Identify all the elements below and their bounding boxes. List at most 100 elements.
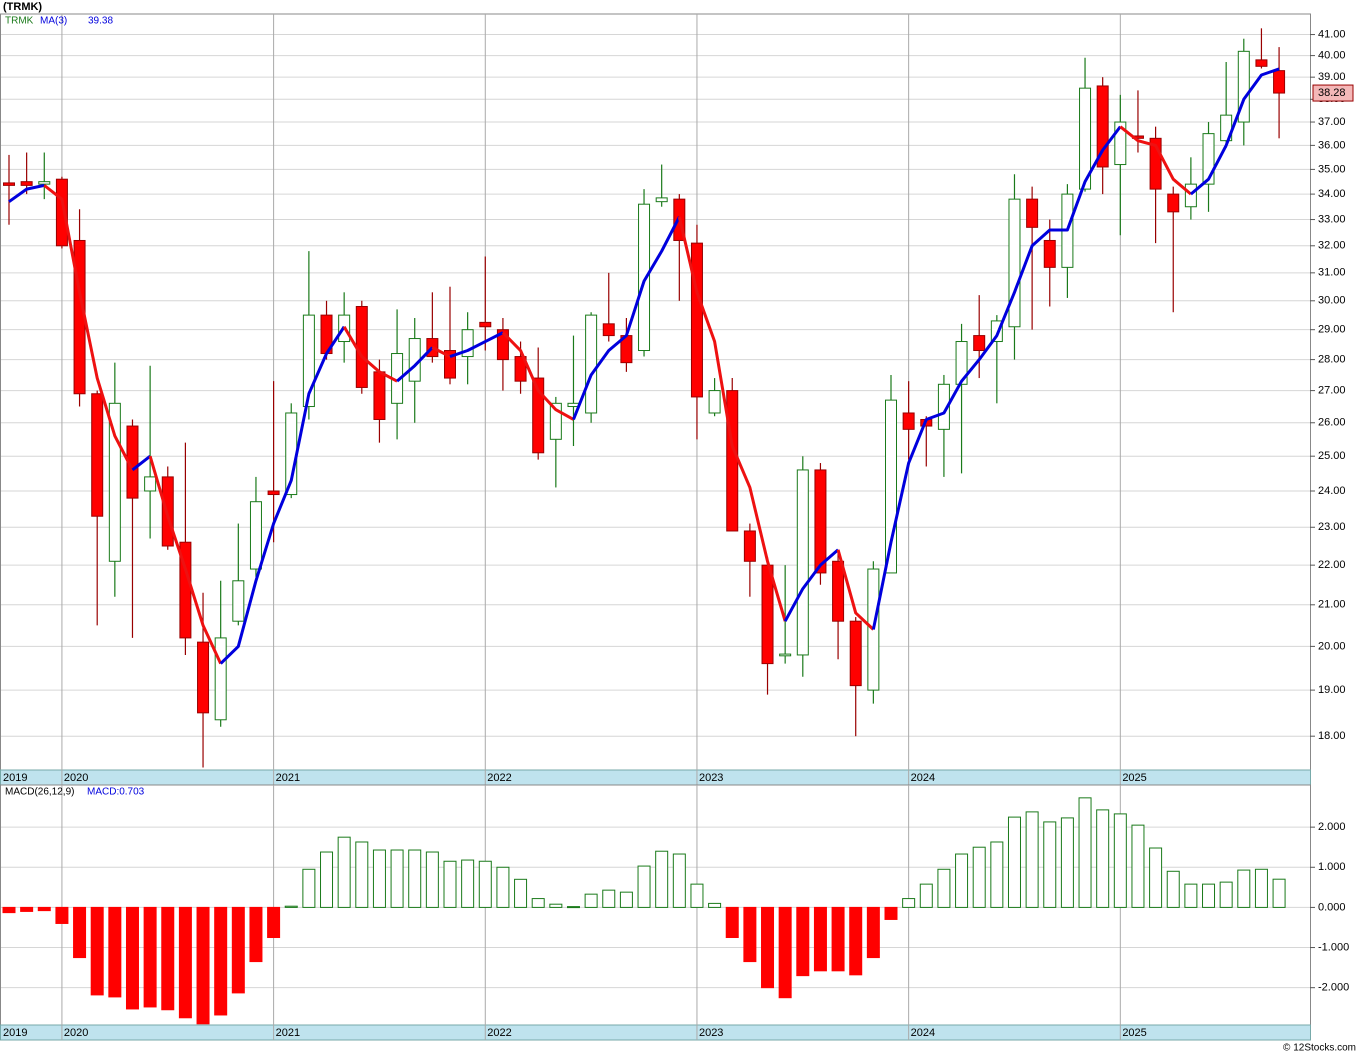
bar <box>566 906 580 909</box>
y-tick-label: 39.00 <box>1318 71 1346 83</box>
x-tick-label: 2022 <box>487 1027 511 1039</box>
bar <box>584 893 598 908</box>
bar <box>849 906 863 976</box>
y-tick-label: 21.00 <box>1318 599 1346 611</box>
bar <box>408 849 422 908</box>
date-strip <box>0 1024 1311 1041</box>
candle-body <box>655 197 668 203</box>
bar <box>743 906 757 963</box>
candle-body <box>1026 198 1039 228</box>
bar <box>672 853 686 908</box>
candle-body <box>108 402 121 562</box>
y-tick-label: 36.00 <box>1318 139 1346 151</box>
candle-body <box>1043 239 1056 268</box>
bar <box>249 906 263 963</box>
candle-body <box>990 320 1003 343</box>
candle-body <box>1114 121 1127 166</box>
bar <box>708 902 722 908</box>
y-tick-label: 29.00 <box>1318 324 1346 336</box>
candle-body <box>885 399 897 574</box>
bar <box>108 906 122 998</box>
bar <box>143 906 157 1008</box>
x-tick-label: 2024 <box>911 1027 935 1039</box>
y-tick-label: 2.000 <box>1318 821 1346 833</box>
bar <box>1184 883 1198 908</box>
ma-line <box>677 216 787 622</box>
ma-line <box>836 549 875 631</box>
bar <box>355 841 369 908</box>
candle-body <box>796 469 809 656</box>
bar <box>655 850 669 908</box>
candle-body <box>532 377 545 454</box>
bar <box>478 860 492 908</box>
ma-line <box>1189 67 1280 196</box>
candle-body <box>549 402 562 440</box>
bar <box>1007 816 1021 908</box>
candle-body <box>1273 70 1286 94</box>
y-tick-label: 1.000 <box>1318 861 1346 873</box>
bar <box>55 906 69 924</box>
candle-body <box>1149 137 1162 190</box>
y-tick-label: 18.00 <box>1318 730 1346 742</box>
candle-body <box>973 335 986 352</box>
y-tick-label: 37.00 <box>1318 116 1346 128</box>
candle-body <box>373 371 386 420</box>
candle-body <box>814 469 827 574</box>
bar <box>831 906 845 972</box>
bar <box>884 906 898 920</box>
chart-title: (TRMK) <box>3 1 42 13</box>
date-strip <box>0 769 1311 786</box>
candle-body <box>197 641 210 714</box>
bar <box>1254 868 1268 908</box>
bar <box>725 906 739 939</box>
x-tick-label: 2020 <box>64 1027 88 1039</box>
bar <box>1043 821 1057 908</box>
y-tick-label: -2.000 <box>1318 982 1349 994</box>
candle-body <box>602 323 615 337</box>
bar <box>761 906 775 989</box>
bar <box>690 883 704 908</box>
last-price-label: 38.28 <box>1318 87 1346 99</box>
plot-area <box>0 13 1311 771</box>
bar <box>619 891 633 908</box>
x-tick-label: 2025 <box>1122 772 1146 784</box>
legend-value: 39.38 <box>88 16 113 27</box>
ma-line <box>43 184 134 471</box>
y-tick-label: 20.00 <box>1318 640 1346 652</box>
y-tick-label: 22.00 <box>1318 559 1346 571</box>
bar <box>284 905 298 908</box>
bar <box>937 868 951 908</box>
y-tick-label: 19.00 <box>1318 684 1346 696</box>
bar <box>1060 817 1074 908</box>
bar <box>990 841 1004 908</box>
y-tick-label: -1.000 <box>1318 941 1349 953</box>
bar <box>549 903 563 908</box>
candle-body <box>214 637 227 721</box>
candle-body <box>867 568 880 691</box>
bar <box>196 906 210 1025</box>
y-tick-label: 31.00 <box>1318 267 1346 279</box>
y-tick-label: 28.00 <box>1318 354 1346 366</box>
bar <box>20 906 34 912</box>
ma-line <box>871 125 1122 630</box>
bar <box>1237 869 1251 908</box>
bar <box>73 906 87 959</box>
y-tick-label: 40.00 <box>1318 49 1346 61</box>
candle-body <box>955 341 968 385</box>
candle-body <box>1184 183 1197 208</box>
candle-body <box>38 181 51 185</box>
bar <box>1149 847 1163 908</box>
candle-body <box>902 412 915 430</box>
bar <box>1131 824 1145 908</box>
y-tick-label: 24.00 <box>1318 485 1346 497</box>
bar <box>37 906 51 912</box>
last-price-box <box>1312 84 1354 102</box>
y-tick-label: 23.00 <box>1318 521 1346 533</box>
ma-line <box>8 183 45 203</box>
x-tick-label: 2021 <box>276 1027 300 1039</box>
ma-line <box>431 346 451 358</box>
ma-line <box>342 325 398 383</box>
bar <box>1113 813 1127 908</box>
x-tick-label: 2020 <box>64 772 88 784</box>
